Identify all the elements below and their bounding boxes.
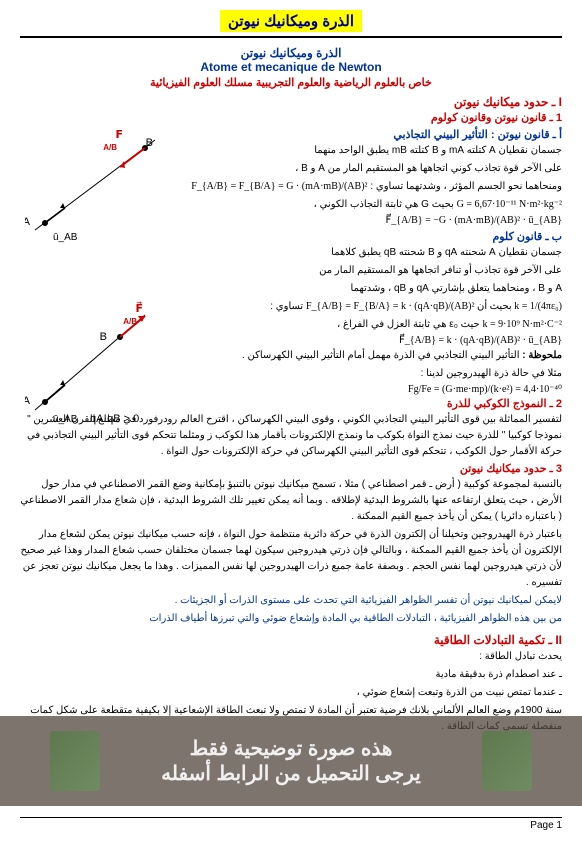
note-label: ملحوظة : <box>522 350 562 361</box>
watermark-overlay: هذه صورة توضيحية فقط يرجى التحميل من الر… <box>0 716 582 806</box>
p11: بالنسبة لمجموعة كوكبية ( أرض ـ قمر اصطنا… <box>20 477 562 525</box>
svg-text:A: A <box>25 216 31 228</box>
page-number: Page 1 <box>530 820 562 831</box>
section-1-3: 3 ـ حدود ميكانيك نيوتن <box>20 462 562 475</box>
svg-text:A/B: A/B <box>123 317 137 326</box>
p9-text: حيث ε₀ هي ثابتة العزل في الفراغ ، <box>337 319 480 330</box>
p3: ومنحاهما نحو الجسم المؤثر ، وشدتهما تساو… <box>180 179 562 195</box>
p2: على الآخر قوة تجاذب كوني اتجاهها هو المس… <box>180 161 562 177</box>
p14: من بين هذه الظواهر الفيزيائية ، التبادلا… <box>20 611 562 627</box>
p9-line: k = 9·10⁹ N·m²·C⁻² حيث ε₀ هي ثابتة العزل… <box>180 317 562 333</box>
page-title: الذرة وميكانيك نيوتن <box>220 10 362 32</box>
f1: F_{A/B} = F_{B/A} = G · (mA·mB)/(AB)² <box>191 181 367 192</box>
p17b: ـ عندما تمتص نبيت من الذرة وتبعت إشعاع ض… <box>20 685 562 701</box>
svg-text:qA·qB > 0: qA·qB > 0 <box>90 413 139 425</box>
section-2: II ـ تكمية التبادلات الطاقية <box>20 633 562 647</box>
title-bar: الذرة وميكانيك نيوتن <box>20 10 562 38</box>
diagram-newton-svg: A B F⃗ A/B ū_AB <box>25 130 175 250</box>
section-1-1: 1 ـ قانون نيوتن وقانون كولوم <box>20 111 562 124</box>
p4: G = 6,67·10⁻¹¹ N·m²·kg⁻² بحيث G هي ثابتة… <box>180 197 562 213</box>
p5: جسمان نقطيان A شحنته qA و B شحنته qB يطب… <box>180 245 562 261</box>
note-text: التأثير البيني التجاذبي في الذرة مهمل أم… <box>242 350 520 361</box>
subtitle-note: خاص بالعلوم الرياضية والعلوم التجريبية م… <box>20 76 562 89</box>
p3-text: ومنحاهما نحو الجسم المؤثر ، وشدتهما تساو… <box>370 181 562 192</box>
watermark-line1: هذه صورة توضيحية فقط <box>190 736 393 761</box>
p8-text: تساوي : <box>270 301 303 312</box>
p16: ـ عند اصطدام ذرة بدقيقة مادية <box>20 667 562 683</box>
watermark-icon-left <box>50 731 100 791</box>
f5: k = 9·10⁹ N·m²·C⁻² <box>482 319 562 330</box>
svg-text:A: A <box>25 395 31 407</box>
svg-text:F⃗: F⃗ <box>135 301 143 315</box>
p8-line: F_{A/B} = F_{B/A} = k · (qA·qB)/(AB)² بح… <box>180 299 562 315</box>
f6: F⃗_{A/B} = k · (qA·qB)/(AB)² · ū_{AB} <box>180 335 562 346</box>
f3: F⃗_{A/B} = −G · (mA·mB)/(AB)² · ū_{AB} <box>180 215 562 226</box>
page-footer: Page 1 <box>20 817 562 831</box>
diagram-newton: A B F⃗ A/B ū_AB <box>25 130 175 250</box>
svg-text:ū_AB: ū_AB <box>53 414 78 425</box>
section-1: I ـ حدود ميكانيك نيوتن <box>20 95 562 109</box>
p1: جسمان نقطيان A كتلته mA و B كتلته mB يطب… <box>180 143 562 159</box>
diagram-coulomb-svg: A B F⃗ A/B ū_AB qA·qB > 0 <box>25 300 175 440</box>
svg-text:B: B <box>146 137 153 149</box>
page: الذرة وميكانيك نيوتن الذرة وميكانيك نيوت… <box>0 0 582 841</box>
p15: يحدث تبادل الطاقة : <box>20 649 562 665</box>
f4: F_{A/B} = F_{B/A} = k · (qA·qB)/(AB)² بح… <box>306 301 562 312</box>
p6: على الآخر قوة تجاذب أو تنافر اتجاهها هو … <box>180 263 562 279</box>
watermark-icon-right <box>482 731 532 791</box>
p4-text: بحيث G هي ثابتة التجاذب الكوني ، <box>314 199 454 210</box>
subtitle-ar: الذرة وميكانيك نيوتن <box>20 46 562 60</box>
svg-text:A/B: A/B <box>103 143 117 152</box>
p13: لايمكن لميكانيك نيوتن أن تفسر الظواهر ال… <box>20 593 562 609</box>
subtitle-fr: Atome et mecanique de Newton <box>20 60 562 74</box>
svg-text:ū_AB: ū_AB <box>53 232 78 243</box>
svg-text:F⃗: F⃗ <box>115 130 123 141</box>
svg-text:B: B <box>100 331 107 343</box>
watermark-line2: يرجى التحميل من الرابط أسفله <box>161 761 421 786</box>
p12: باعتبار ذرة الهيدروجين وتخيلنا أن إلكترو… <box>20 527 562 591</box>
diagram-coulomb: A B F⃗ A/B ū_AB qA·qB > 0 <box>25 300 175 420</box>
f2: G = 6,67·10⁻¹¹ N·m²·kg⁻² <box>457 199 562 210</box>
p7: A و B ، ومنحاهما يتعلق بإشارتي qA و qB ،… <box>180 281 562 297</box>
